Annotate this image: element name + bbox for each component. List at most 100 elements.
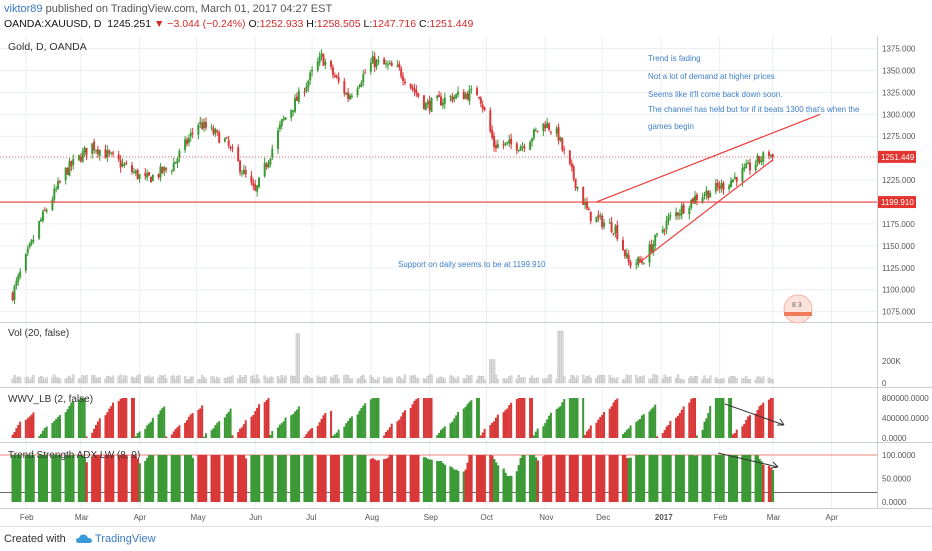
candle-body (244, 169, 247, 175)
candle-body (695, 194, 698, 201)
adx-bar (212, 455, 215, 502)
wwv-bar (197, 409, 200, 438)
time-tick-label: Jul (306, 513, 316, 522)
adx-bar (477, 455, 481, 502)
wwv-bar (603, 411, 606, 438)
volume-bar (324, 376, 327, 384)
adx-bar (316, 455, 320, 502)
adx-tick-label: 100.0000 (882, 451, 916, 460)
candle-body (343, 80, 346, 94)
wwv-bar (151, 417, 154, 438)
adx-bar (720, 455, 723, 502)
volume-bar (331, 378, 335, 384)
volume-bar (77, 378, 81, 384)
volume-bar (350, 378, 354, 384)
wwv-bar (267, 398, 270, 438)
wwv-bar (536, 428, 539, 438)
wwv-bar (297, 406, 300, 438)
volume-bar (769, 378, 772, 384)
wwv-bar (730, 398, 733, 438)
candle-body (106, 150, 109, 158)
candle-body (621, 240, 624, 251)
wwv-bar (504, 410, 507, 438)
volume-bar (557, 330, 560, 384)
wwv-bar (94, 424, 97, 438)
candle-body (559, 137, 562, 141)
channel-upper-line (596, 113, 821, 203)
adx-bar (51, 455, 54, 502)
wwv-bar (479, 435, 482, 438)
volume-bar (722, 378, 725, 384)
candle-body (119, 160, 122, 168)
volume-bar (701, 379, 704, 384)
volume-bar (623, 379, 627, 384)
candle-body (769, 155, 772, 157)
volume-bar (456, 376, 460, 384)
candle-body (356, 88, 359, 96)
volume-bar (13, 375, 16, 384)
wwv-bar (587, 429, 590, 438)
volume-bar (771, 379, 774, 384)
candle-body (411, 87, 414, 89)
wwv-bar (13, 431, 16, 438)
wwv-bar (680, 409, 683, 438)
wwv-bar (30, 414, 33, 438)
adx-bar (252, 455, 255, 502)
wwv-bar (767, 399, 770, 438)
adx-bar (731, 455, 735, 502)
candle-body (451, 96, 454, 101)
wwv-bar (284, 417, 287, 438)
adx-bar (199, 455, 202, 502)
candle-body (151, 175, 154, 181)
volume-bar (587, 375, 591, 384)
chart-canvas[interactable]: 1375.000 1350.000 1325.000 1300.000 1275.000… (0, 36, 932, 526)
candle-body (64, 167, 67, 181)
adx-bar (223, 455, 227, 502)
volume-bar (400, 378, 403, 384)
wwv-bar (123, 398, 126, 438)
volume-bar (291, 376, 295, 384)
volume-bar (373, 379, 376, 384)
wwv-bar (15, 428, 18, 438)
tradingview-cloud-icon (76, 534, 92, 543)
adx-bar (174, 455, 177, 502)
candle-body (426, 101, 429, 105)
candle-body (210, 127, 213, 129)
candle-body (637, 257, 640, 265)
candle-body (457, 91, 460, 95)
adx-bar (695, 455, 699, 502)
wwv-bar (121, 398, 124, 438)
wwv-bar (758, 406, 761, 438)
candle-body (720, 183, 723, 189)
wwv-bar (453, 418, 456, 438)
wwv-bar (337, 429, 340, 438)
adx-bar (231, 455, 234, 502)
volume-bar (136, 375, 139, 384)
adx-bar (53, 455, 56, 502)
wwv-bar (430, 398, 433, 438)
wwv-bar (254, 411, 257, 438)
wwv-bar (625, 429, 628, 438)
candle-body (125, 162, 128, 165)
adx-bar (767, 465, 771, 502)
wwv-bar (440, 429, 442, 438)
tradingview-brand-link[interactable]: TradingView (76, 533, 156, 545)
volume-bar (360, 376, 363, 384)
volume-bar (51, 377, 54, 384)
candle-body (519, 146, 522, 151)
candle-body (767, 152, 770, 156)
lw-badge-icon[interactable]: 8 3 (783, 294, 813, 324)
author-link[interactable]: viktor89 (4, 3, 43, 15)
volume-bar (536, 377, 539, 384)
candle-body (640, 261, 643, 263)
volume-bar (92, 375, 96, 384)
adx-bar (72, 455, 75, 502)
candle-body (371, 55, 374, 64)
wwv-bar (561, 402, 564, 438)
adx-bar (716, 455, 720, 502)
volume-bar (322, 376, 325, 384)
candle-body (409, 83, 412, 88)
candle-body (345, 93, 348, 95)
volume-bar (45, 377, 48, 384)
volume-bar (15, 377, 18, 384)
